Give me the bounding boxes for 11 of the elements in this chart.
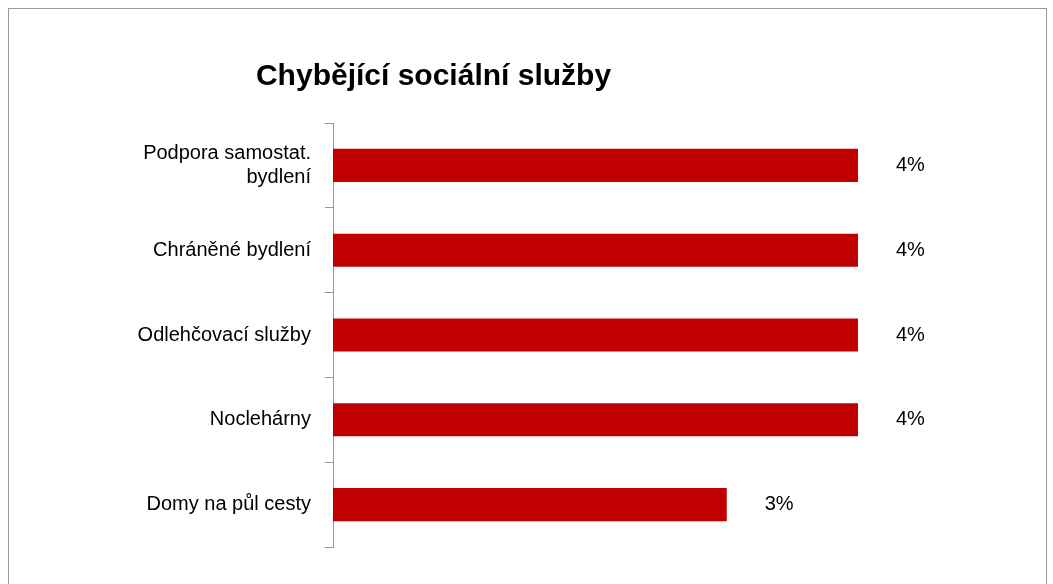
y-tick-label: Domy na půl cesty — [146, 492, 311, 515]
data-label: 4% — [896, 407, 926, 430]
y-tick-label: Odlehčovací služby — [137, 322, 311, 345]
y-tick-label: Chráněné bydlení — [153, 237, 312, 260]
chart-title: Chybějící sociální služby — [255, 58, 612, 92]
data-label: 3% — [764, 492, 794, 515]
y-tick-label: Noclehárny — [209, 407, 311, 430]
y-tick-label: Podpora samostat. bydlení — [143, 140, 312, 187]
data-label: 4% — [896, 237, 926, 260]
data-label: 4% — [896, 152, 926, 175]
data-label: 4% — [896, 322, 926, 345]
